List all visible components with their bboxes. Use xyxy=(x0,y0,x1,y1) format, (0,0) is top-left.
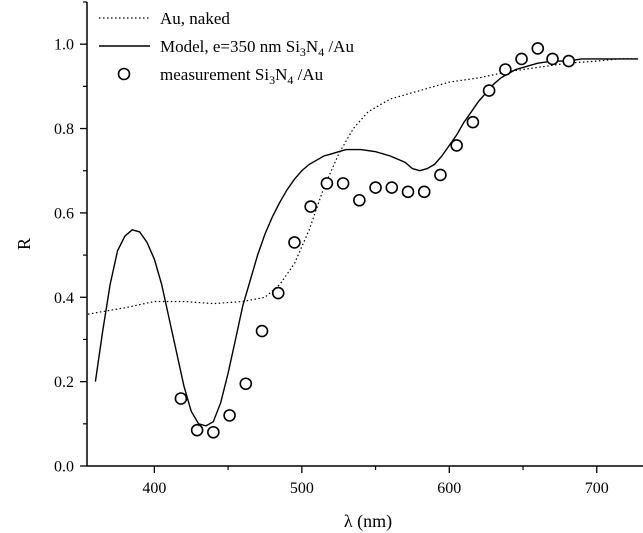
axes xyxy=(86,2,643,467)
legend-label: measurement Si3N4 /Au xyxy=(160,65,324,87)
y-tick-label: 0.4 xyxy=(54,290,74,307)
ticks: 400 500 600 700 0.0 0.2 0.4 0.6 0.8 1.0 xyxy=(54,1,609,497)
measurement-point xyxy=(271,286,285,300)
x-axis-label: λ (nm) xyxy=(344,511,392,532)
y-tick-label: 1.0 xyxy=(54,37,74,54)
measurement-point xyxy=(417,185,431,199)
measurement-markers xyxy=(174,42,576,439)
measurement-point xyxy=(239,377,253,391)
x-tick-label: 600 xyxy=(437,480,461,497)
measurement-point xyxy=(385,181,399,194)
y-tick-label: 0.0 xyxy=(54,459,74,476)
measurement-point xyxy=(288,236,301,249)
measurement-point xyxy=(190,423,204,437)
y-axis-label: R xyxy=(14,238,34,250)
legend-label: Model, e=350 nm Si3N4 /Au xyxy=(160,37,354,59)
measurement-point xyxy=(369,181,382,194)
measurement-point xyxy=(174,392,188,405)
measurement-point xyxy=(223,409,236,422)
measurement-point xyxy=(515,52,528,66)
au-naked-line xyxy=(87,58,639,315)
x-tick-label: 500 xyxy=(290,480,314,497)
model-line xyxy=(94,58,639,427)
y-tick-label: 0.8 xyxy=(54,121,74,138)
measurement-point xyxy=(482,84,496,97)
legend-label: Au, naked xyxy=(160,9,230,28)
measurement-point xyxy=(531,42,545,55)
measurement-point xyxy=(304,200,317,213)
measurement-point xyxy=(401,185,415,199)
measurement-point xyxy=(336,177,350,190)
measurement-point xyxy=(562,54,576,68)
measurement-point xyxy=(353,193,366,207)
legend-marker-measurement xyxy=(117,67,131,81)
measurement-point xyxy=(255,324,269,338)
measurement-point xyxy=(320,177,334,190)
y-tick-label: 0.6 xyxy=(54,205,74,222)
measurement-point xyxy=(434,168,447,182)
measurement-point xyxy=(450,139,463,152)
measurement-point xyxy=(499,63,512,76)
x-tick-label: 400 xyxy=(142,480,166,497)
legend: Au, naked Model, e=350 nm Si3N4 /Au measur… xyxy=(99,9,354,87)
measurement-point xyxy=(546,52,559,66)
y-tick-label: 0.2 xyxy=(54,374,74,391)
x-tick-label: 700 xyxy=(585,480,609,497)
measurement-point xyxy=(207,425,220,439)
series-layer xyxy=(87,42,639,439)
measurement-point xyxy=(466,115,480,129)
